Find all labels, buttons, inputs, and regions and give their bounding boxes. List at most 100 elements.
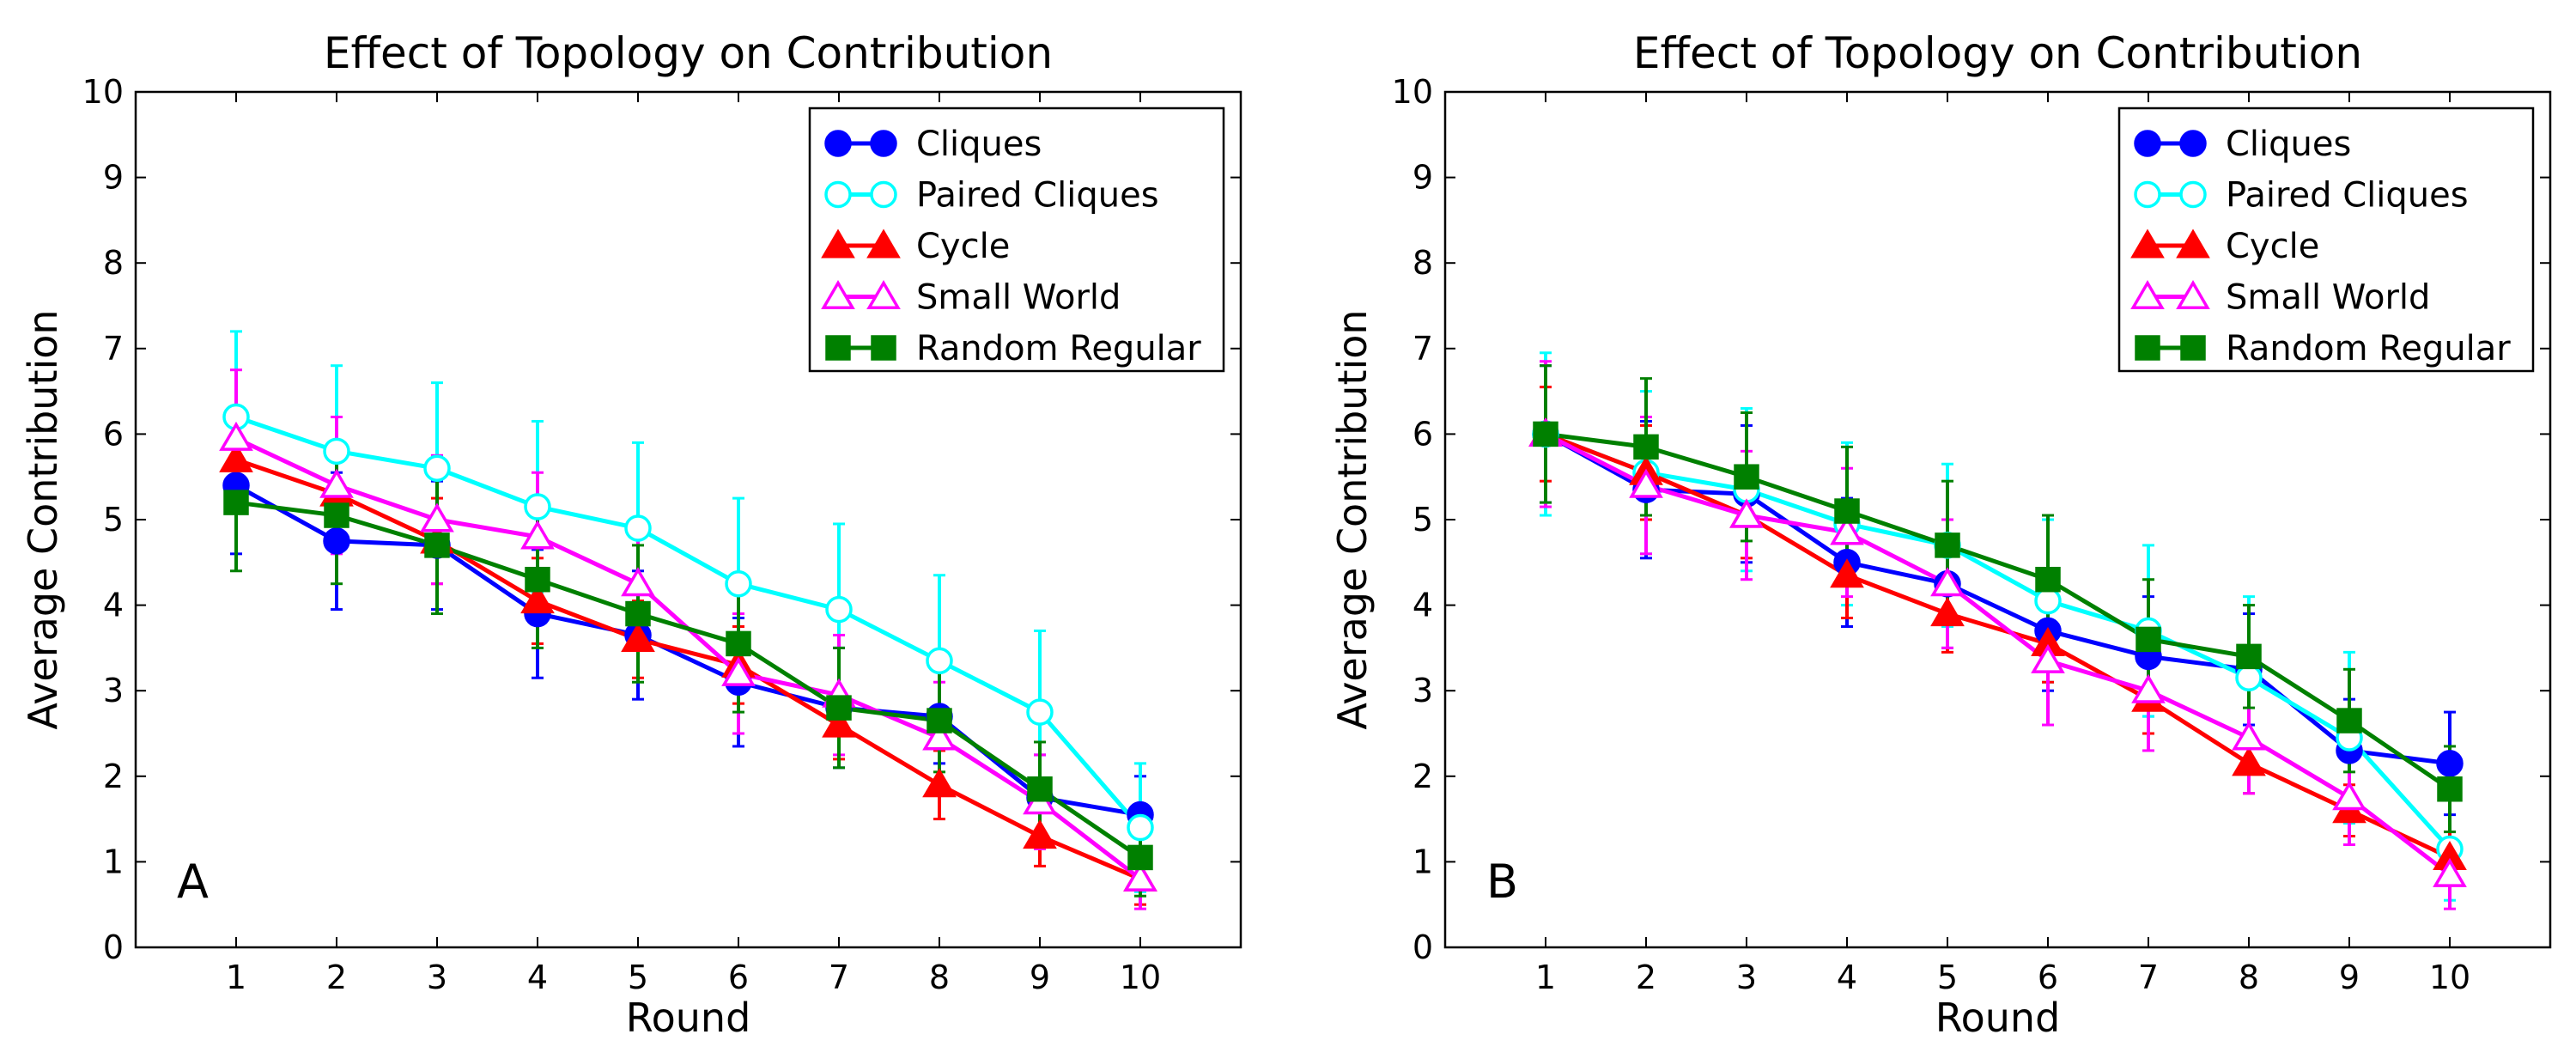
y-tick-label: 3 xyxy=(1413,672,1433,709)
data-point xyxy=(2232,746,2266,776)
data-point xyxy=(826,695,852,721)
data-point xyxy=(319,468,354,498)
legend-label: Cliques xyxy=(2226,125,2351,164)
x-tick-label: 3 xyxy=(427,959,447,996)
x-tick-label: 7 xyxy=(2138,959,2159,996)
x-axis-label: Round xyxy=(1935,995,2061,1041)
x-tick-label: 7 xyxy=(829,959,849,996)
data-point xyxy=(624,514,652,542)
x-tick-label: 10 xyxy=(2429,959,2470,996)
x-tick-label: 9 xyxy=(2339,959,2360,996)
data-point xyxy=(1026,698,1054,726)
legend-item-1: Paired Cliques xyxy=(824,176,1159,216)
y-tick-label: 4 xyxy=(1413,587,1433,624)
chart-panel-a: Effect of Topology on Contribution Round A… xyxy=(20,28,1242,1041)
data-point xyxy=(2232,721,2266,751)
legend-marker xyxy=(2134,130,2161,157)
legend-marker xyxy=(824,180,852,209)
plot-frame xyxy=(134,90,1242,949)
y-tick-label: 10 xyxy=(1392,73,1433,111)
legend-marker xyxy=(2180,335,2206,361)
data-point xyxy=(2433,857,2467,887)
panel-label: B xyxy=(1486,855,1518,909)
x-tick-label: 6 xyxy=(728,959,749,996)
y-tick-label: 10 xyxy=(82,73,124,111)
chart-panel-b: Effect of Topology on Contribution Round A… xyxy=(1329,28,2552,1041)
x-tick-label: 5 xyxy=(1937,959,1958,996)
y-tick-label: 9 xyxy=(1413,159,1433,197)
data-point xyxy=(725,569,752,598)
legend: Cliques Paired Cliques Cycle Small World Ran… xyxy=(808,107,1225,373)
data-point xyxy=(721,656,756,686)
data-point xyxy=(922,721,957,751)
data-point xyxy=(1127,813,1154,842)
data-point xyxy=(2131,673,2166,703)
legend-label: Small World xyxy=(2226,278,2430,318)
legend-marker xyxy=(866,228,901,259)
data-point xyxy=(2236,643,2262,670)
data-point xyxy=(420,502,454,533)
y-axis-label: Average Contribution xyxy=(1329,309,1376,729)
x-axis-label: Round xyxy=(626,995,751,1041)
x-tick-label: 3 xyxy=(1736,959,1757,996)
data-point xyxy=(423,454,451,482)
y-tick-label: 1 xyxy=(1413,843,1433,880)
series-line-4 xyxy=(235,500,1142,860)
legend-marker xyxy=(866,280,901,310)
y-tick-label: 7 xyxy=(1413,330,1433,368)
legend-marker xyxy=(2176,280,2210,310)
data-point xyxy=(825,595,853,624)
data-point xyxy=(424,533,450,558)
y-tick-label: 2 xyxy=(103,758,124,795)
legend-item-0: Cliques xyxy=(2134,125,2351,164)
data-point xyxy=(625,600,651,627)
data-point xyxy=(1834,498,1860,524)
series-markers-3 xyxy=(1528,417,2467,887)
legend-label: Random Regular xyxy=(2226,329,2511,368)
x-tick-label: 1 xyxy=(1535,959,1556,996)
legend-marker xyxy=(2130,280,2165,310)
data-point xyxy=(926,647,953,675)
legend-item-2: Cycle xyxy=(821,227,1010,266)
y-tick-label: 9 xyxy=(103,159,124,197)
x-tick-label: 9 xyxy=(1030,959,1050,996)
data-point xyxy=(621,567,655,597)
y-axis-label: Average Contribution xyxy=(20,309,66,729)
data-point xyxy=(2437,776,2463,802)
x-tick-label: 8 xyxy=(2239,959,2259,996)
chart-title: Effect of Topology on Contribution xyxy=(324,28,1053,78)
legend-marker xyxy=(870,180,897,209)
data-point xyxy=(323,437,350,466)
data-point xyxy=(1729,498,1764,528)
y-tick-label: 4 xyxy=(103,587,124,624)
legend-marker xyxy=(821,280,855,310)
legend-marker xyxy=(870,130,897,157)
data-point xyxy=(1023,819,1057,849)
data-point xyxy=(1127,844,1153,871)
legend-item-4: Random Regular xyxy=(825,329,1201,368)
legend: Cliques Paired Cliques Cycle Small World Ran… xyxy=(2117,107,2535,373)
series-markers-4 xyxy=(1533,421,2463,802)
data-point xyxy=(1533,421,1558,447)
legend-marker xyxy=(2176,228,2210,259)
data-point xyxy=(1734,464,1759,490)
y-tick-label: 8 xyxy=(103,244,124,282)
data-point xyxy=(1027,776,1053,802)
legend-marker xyxy=(2179,130,2207,157)
legend-marker xyxy=(2135,335,2160,361)
legend-item-0: Cliques xyxy=(824,125,1042,164)
chart-title: Effect of Topology on Contribution xyxy=(1633,28,2362,78)
data-point xyxy=(2136,626,2161,653)
data-point xyxy=(2336,708,2362,733)
data-point xyxy=(726,630,751,657)
x-tick-label: 2 xyxy=(326,959,347,996)
legend-marker xyxy=(2134,180,2161,209)
legend-marker xyxy=(821,228,855,259)
x-tick-label: 6 xyxy=(2038,959,2058,996)
data-point xyxy=(1935,533,1960,558)
series-line-2 xyxy=(235,457,1141,881)
x-tick-label: 4 xyxy=(527,959,548,996)
x-tick-label: 4 xyxy=(1837,959,1857,996)
data-point xyxy=(1830,558,1864,588)
